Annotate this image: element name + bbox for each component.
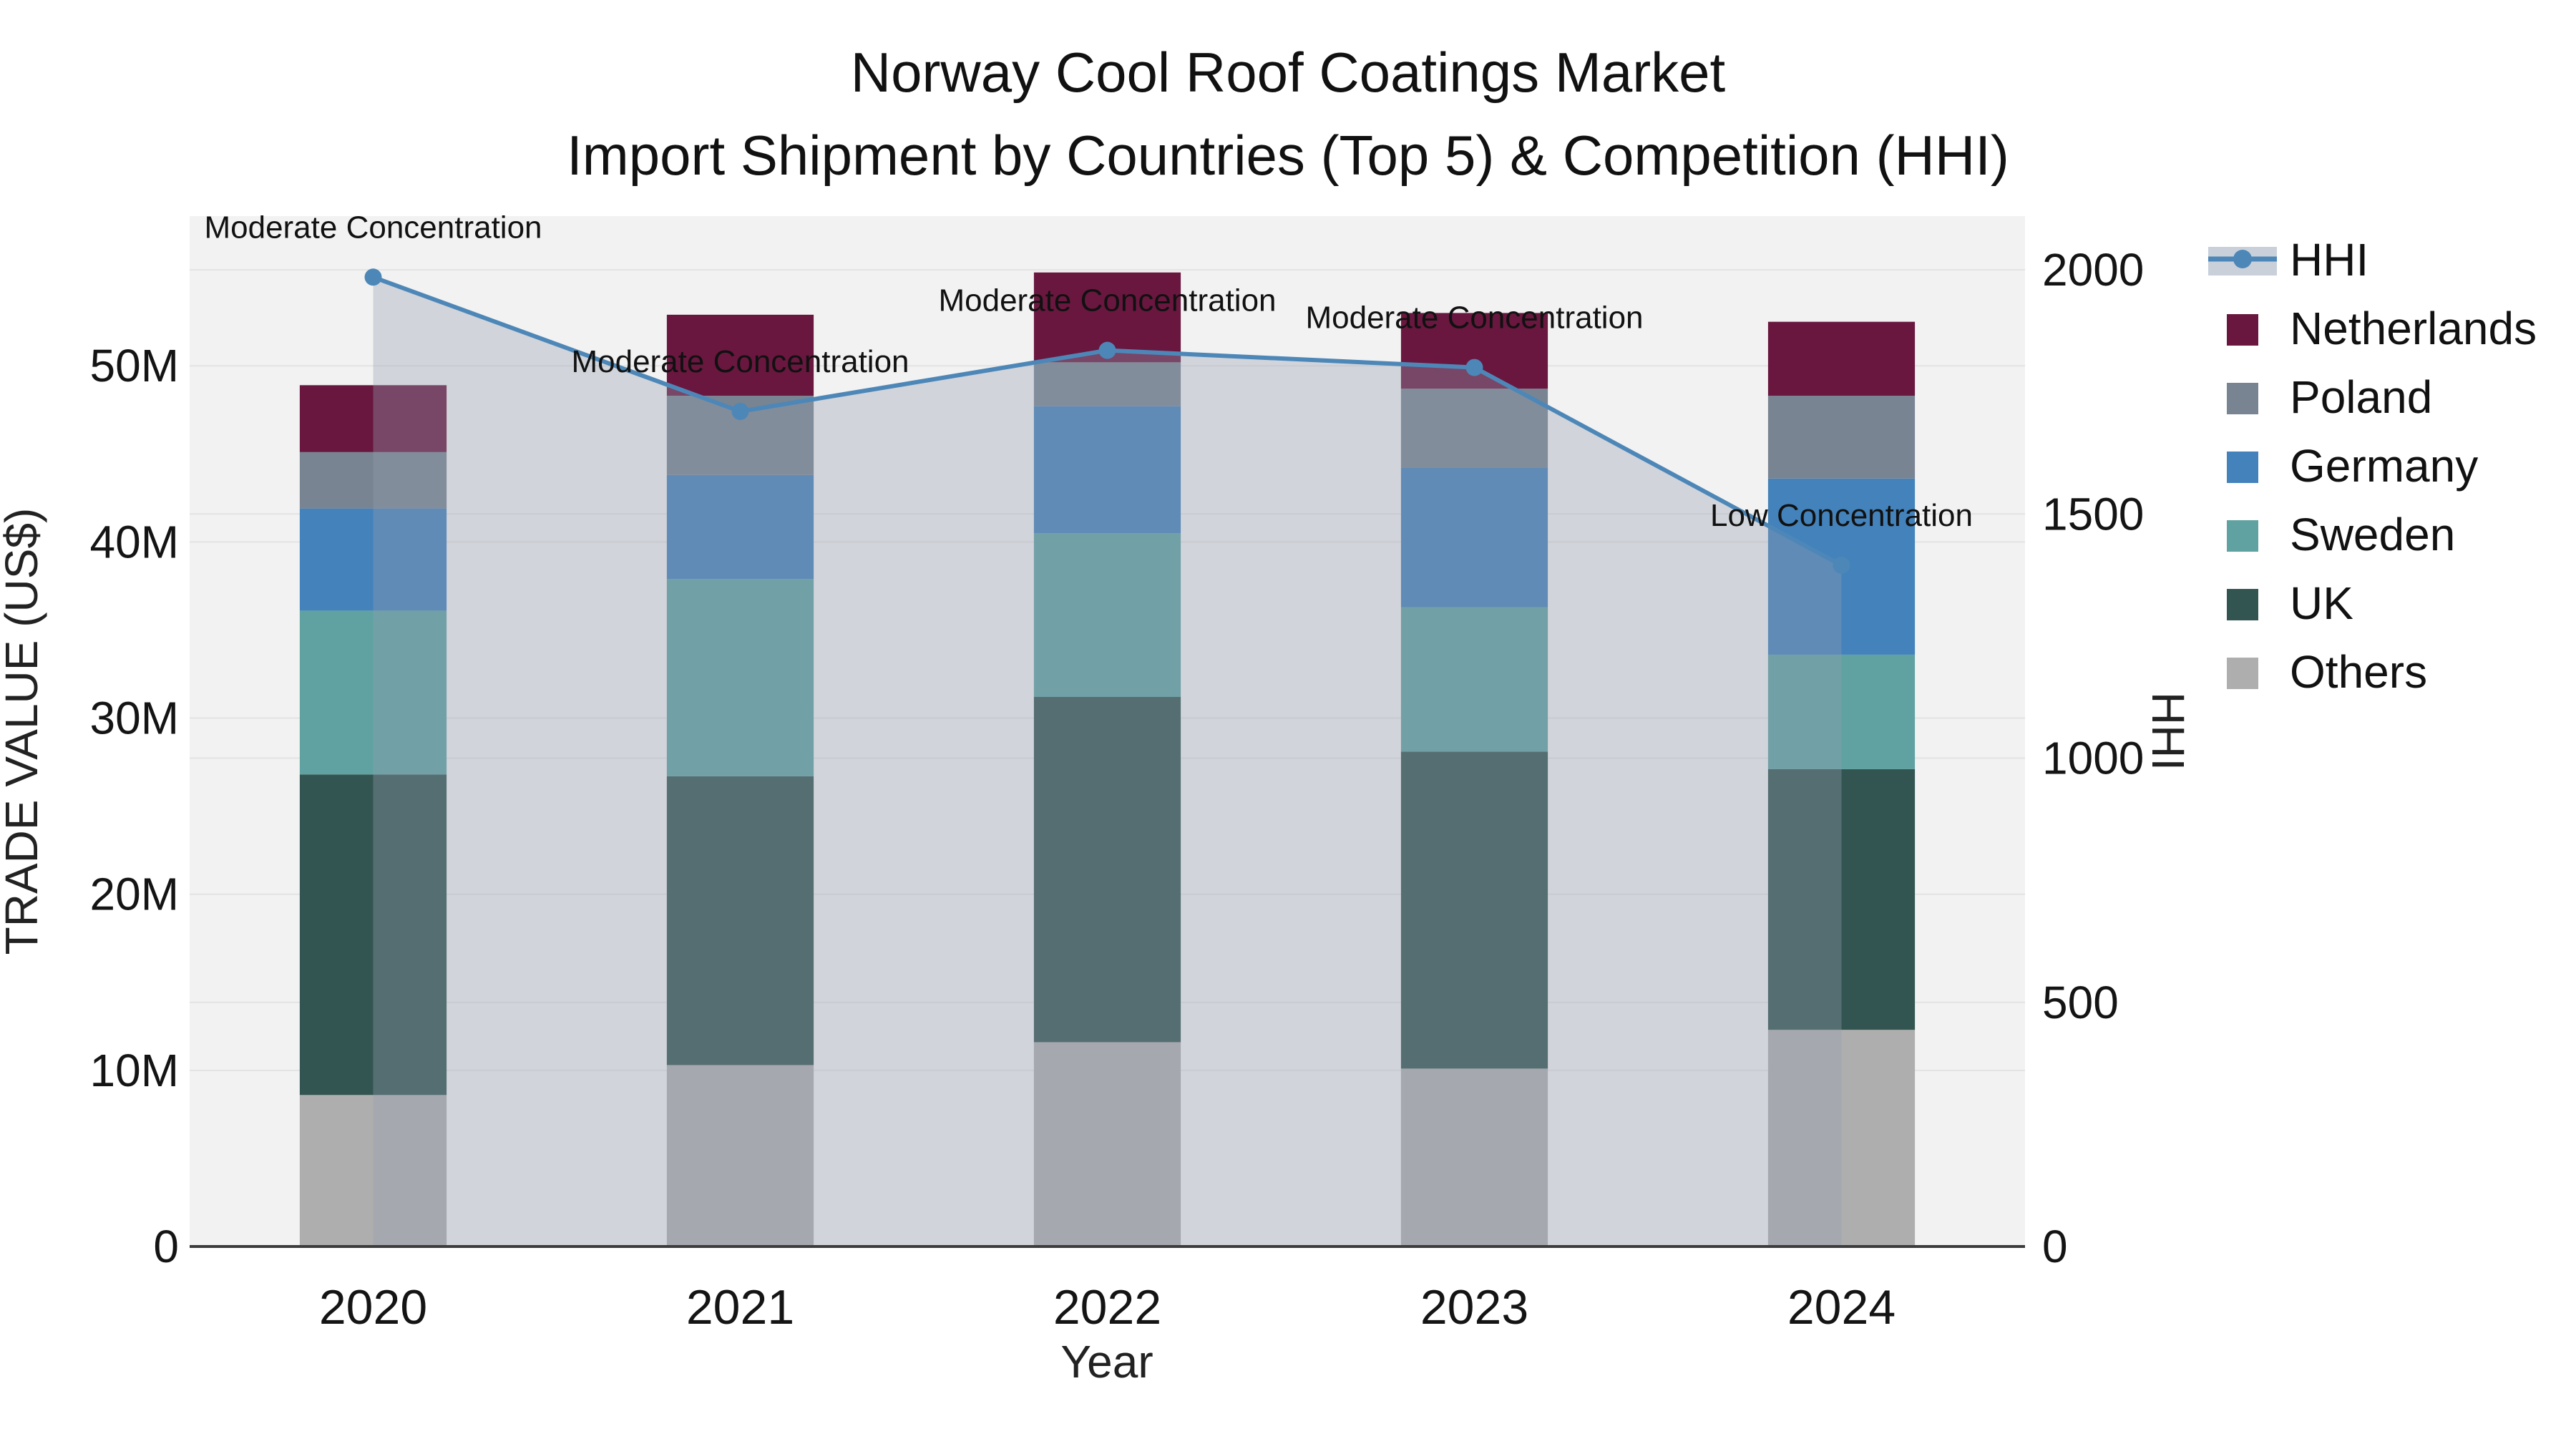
legend-item-others[interactable]: Others [2227, 646, 2427, 698]
year-label-2023: 2023 [1420, 1280, 1528, 1335]
legend: HHI Netherlands Poland Germany Sweden UK… [2208, 234, 2537, 698]
bar-segment-sweden-2022 [1033, 533, 1181, 697]
plot-layer: Moderate Concentration Moderate Concentra… [90, 210, 2145, 1335]
right-tick-0: 0 [2042, 1221, 2068, 1272]
legend-item-uk[interactable]: UK [2227, 577, 2353, 629]
right-axis-title: HHI [2142, 692, 2194, 771]
bar-segment-poland-2023 [1400, 389, 1548, 468]
bar-segment-sweden-2020 [299, 610, 447, 775]
bar-segment-others-2020 [299, 1095, 447, 1246]
hhi-legend-marker-icon [2233, 250, 2252, 268]
legend-label-poland: Poland [2290, 371, 2432, 423]
right-tick-2000: 2000 [2042, 244, 2144, 296]
left-tick-40M: 40M [90, 516, 180, 567]
legend-label-hhi: HHI [2290, 234, 2368, 286]
netherlands-swatch-icon [2227, 314, 2258, 346]
year-label-2024: 2024 [1787, 1280, 1896, 1335]
hhi-marker-2021 [731, 402, 749, 420]
bar-segment-germany-2022 [1033, 406, 1181, 534]
annotation-2024: Low Concentration [1710, 498, 1973, 533]
left-tick-50M: 50M [90, 340, 180, 391]
chart-title-line2: Import Shipment by Countries (Top 5) & C… [567, 124, 2009, 187]
annotation-2023: Moderate Concentration [1305, 301, 1643, 336]
bar-segment-others-2021 [666, 1065, 814, 1246]
hhi-marker-2024 [1833, 556, 1850, 574]
legend-label-uk: UK [2290, 577, 2353, 629]
poland-swatch-icon [2227, 383, 2258, 414]
legend-item-netherlands[interactable]: Netherlands [2227, 303, 2537, 354]
stacked-bars [299, 272, 1916, 1246]
legend-item-sweden[interactable]: Sweden [2227, 509, 2455, 560]
chart-title-line1: Norway Cool Roof Coatings Market [851, 41, 1726, 104]
hhi-marker-2022 [1098, 341, 1116, 359]
hhi-marker-2020 [364, 268, 382, 286]
bar-segment-others-2023 [1400, 1068, 1548, 1246]
annotation-2021: Moderate Concentration [571, 344, 909, 379]
annotation-2020: Moderate Concentration [204, 210, 542, 245]
germany-swatch-icon [2227, 452, 2258, 483]
left-tick-10M: 10M [90, 1045, 180, 1096]
bar-segment-sweden-2023 [1400, 607, 1548, 752]
bar-segment-poland-2022 [1033, 362, 1181, 406]
bar-segment-others-2024 [1767, 1030, 1916, 1246]
bar-segment-uk-2021 [666, 776, 814, 1065]
uk-swatch-icon [2227, 589, 2258, 620]
bar-segment-uk-2023 [1400, 751, 1548, 1069]
right-tick-1000: 1000 [2042, 733, 2144, 784]
x-axis-title: Year [1060, 1336, 1153, 1387]
bar-segment-uk-2024 [1767, 769, 1916, 1030]
left-tick-0: 0 [153, 1221, 179, 1272]
right-tick-500: 500 [2042, 977, 2119, 1028]
hhi-area-fill [373, 277, 1842, 1246]
year-label-2020: 2020 [319, 1280, 427, 1335]
legend-item-hhi[interactable]: HHI [2208, 234, 2368, 286]
left-tick-30M: 30M [90, 693, 180, 744]
bar-segment-poland-2020 [299, 452, 447, 509]
bar-segment-uk-2022 [1033, 697, 1181, 1043]
legend-item-poland[interactable]: Poland [2227, 371, 2432, 423]
legend-label-netherlands: Netherlands [2290, 303, 2537, 354]
others-swatch-icon [2227, 658, 2258, 689]
year-label-2021: 2021 [686, 1280, 794, 1335]
hhi-marker-2023 [1465, 358, 1483, 376]
bar-segment-uk-2020 [299, 774, 447, 1096]
bar-segment-sweden-2024 [1767, 654, 1916, 769]
bar-segment-netherlands-2023 [1400, 313, 1548, 389]
bar-segment-sweden-2021 [666, 579, 814, 776]
sweden-swatch-icon [2227, 520, 2258, 552]
bar-segment-germany-2023 [1400, 468, 1548, 608]
year-label-2022: 2022 [1053, 1280, 1161, 1335]
legend-label-sweden: Sweden [2290, 509, 2455, 560]
left-tick-20M: 20M [90, 869, 180, 920]
bar-segment-netherlands-2020 [299, 385, 447, 452]
legend-label-germany: Germany [2290, 440, 2478, 492]
bar-segment-others-2022 [1033, 1042, 1181, 1246]
annotation-2022: Moderate Concentration [938, 283, 1276, 318]
bar-segment-germany-2020 [299, 508, 447, 611]
bar-segment-germany-2021 [666, 474, 814, 580]
right-tick-1500: 1500 [2042, 488, 2144, 540]
legend-item-germany[interactable]: Germany [2227, 440, 2478, 492]
bar-segment-netherlands-2024 [1767, 321, 1916, 396]
bar-segment-netherlands-2021 [666, 314, 814, 396]
bar-segment-poland-2024 [1767, 396, 1916, 479]
legend-label-others: Others [2290, 646, 2427, 698]
left-axis-title: TRADE VALUE (US$) [0, 508, 47, 955]
